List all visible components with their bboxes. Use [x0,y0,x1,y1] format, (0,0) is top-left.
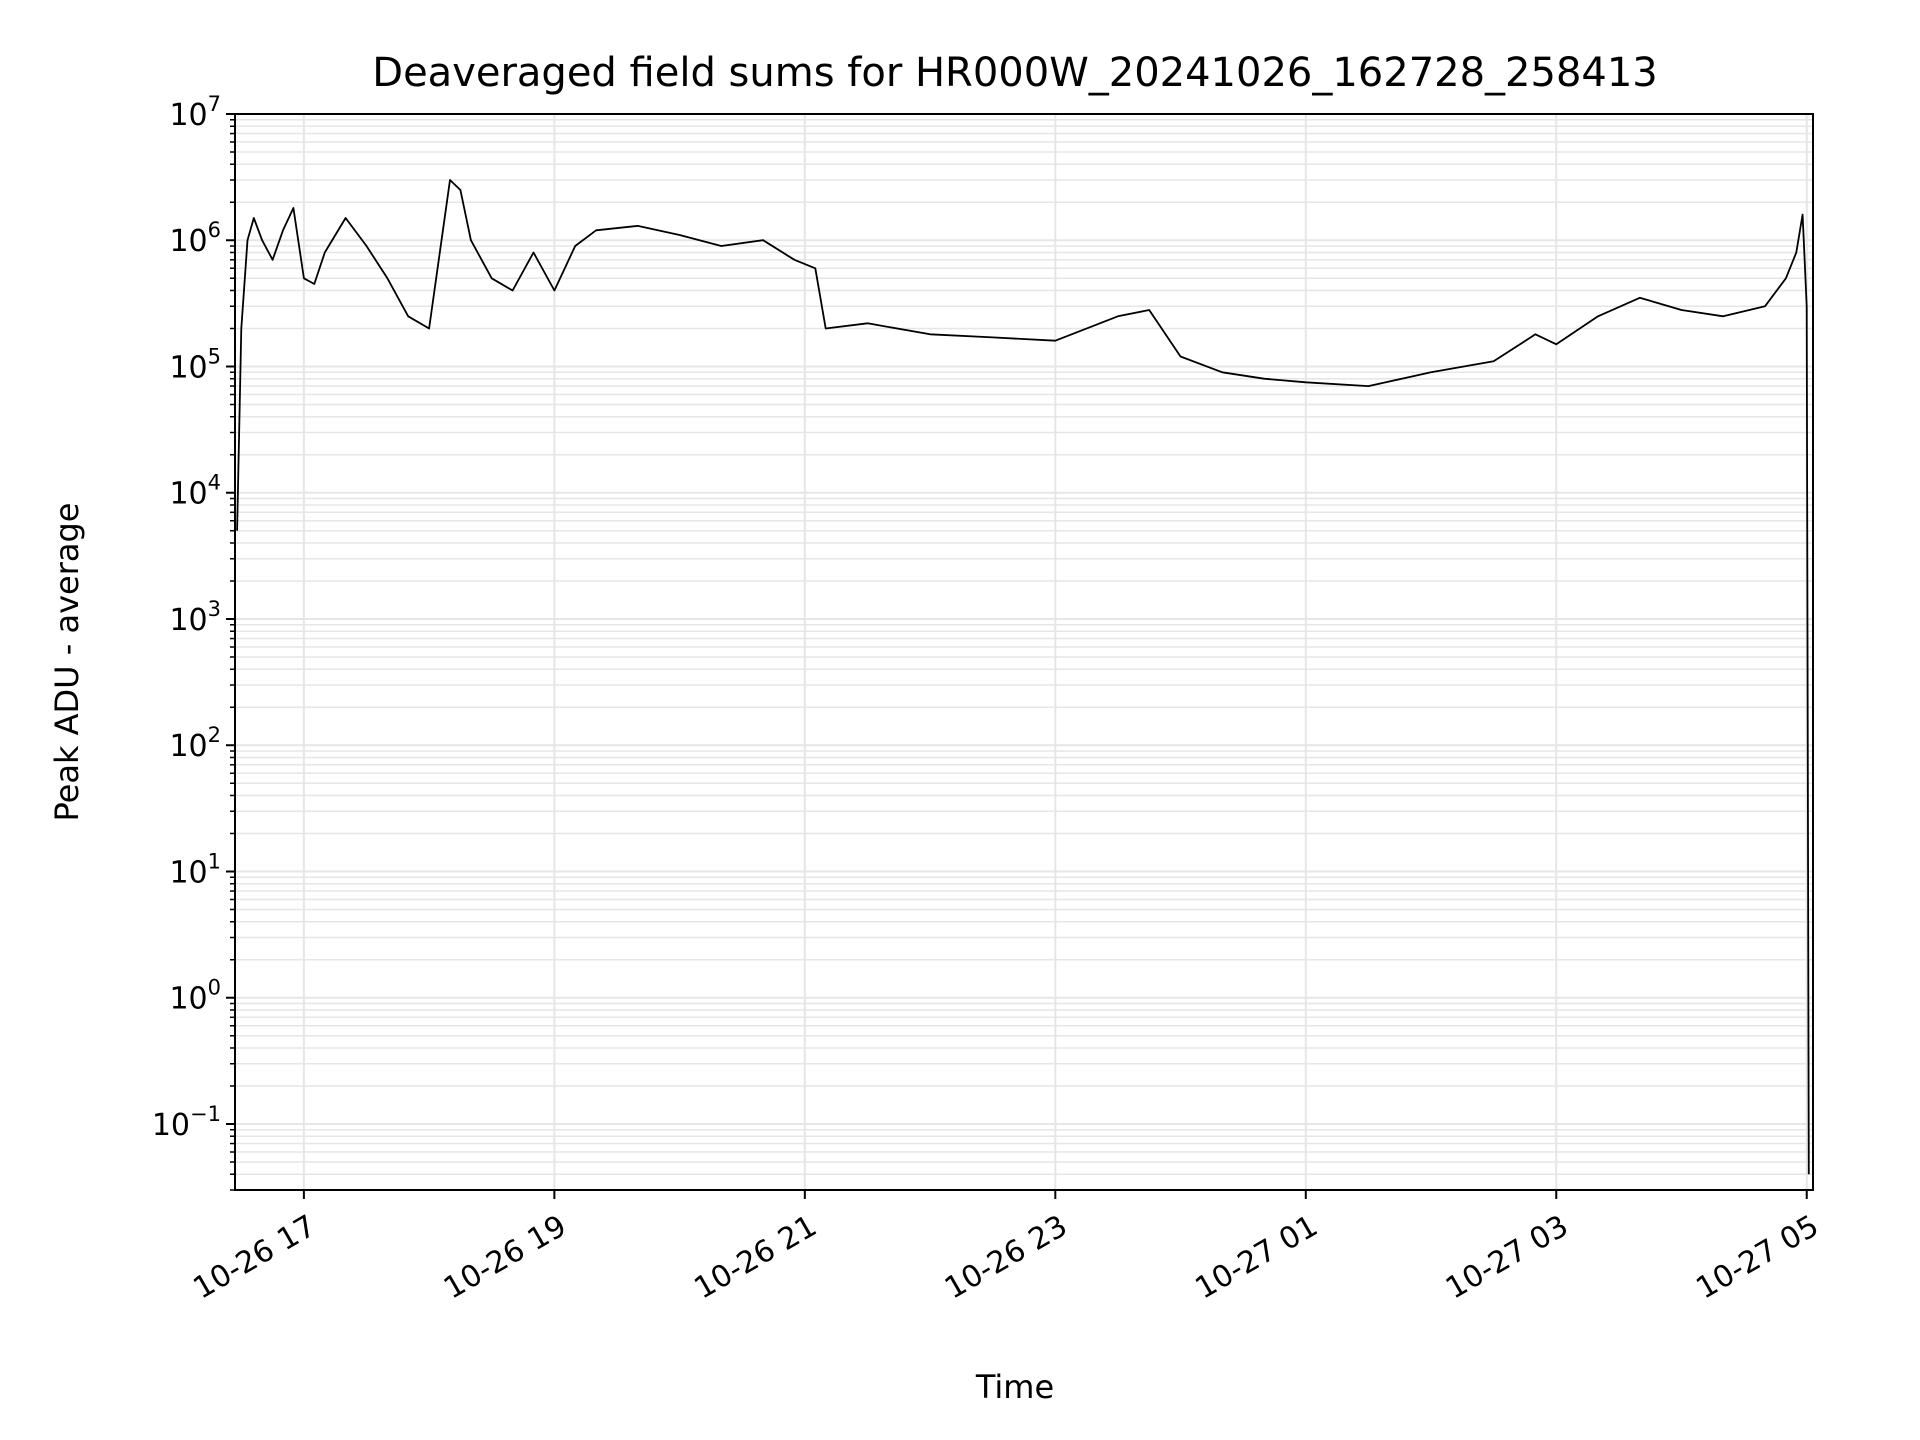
y-tick-label: 107 [169,92,221,133]
x-axis-title: Time [975,1368,1054,1406]
y-tick-label: 103 [169,597,221,638]
y-tick-label: 106 [169,218,221,259]
series-line [236,179,1810,1175]
y-tick-label: 101 [169,849,221,890]
y-tick-label: 102 [169,723,221,764]
y-tick-label: 100 [169,976,221,1017]
line-layer [236,179,1810,1175]
plot-frame [234,113,1814,1191]
chart-title: Deaveraged field sums for HR000W_2024102… [372,50,1657,96]
y-tick-label: 105 [169,344,221,385]
grid-layer [235,113,1813,1191]
y-axis-title: Peak ADU - average [48,503,86,822]
y-tick-label: 104 [169,471,221,512]
y-tick-label: 10−1 [152,1102,221,1143]
